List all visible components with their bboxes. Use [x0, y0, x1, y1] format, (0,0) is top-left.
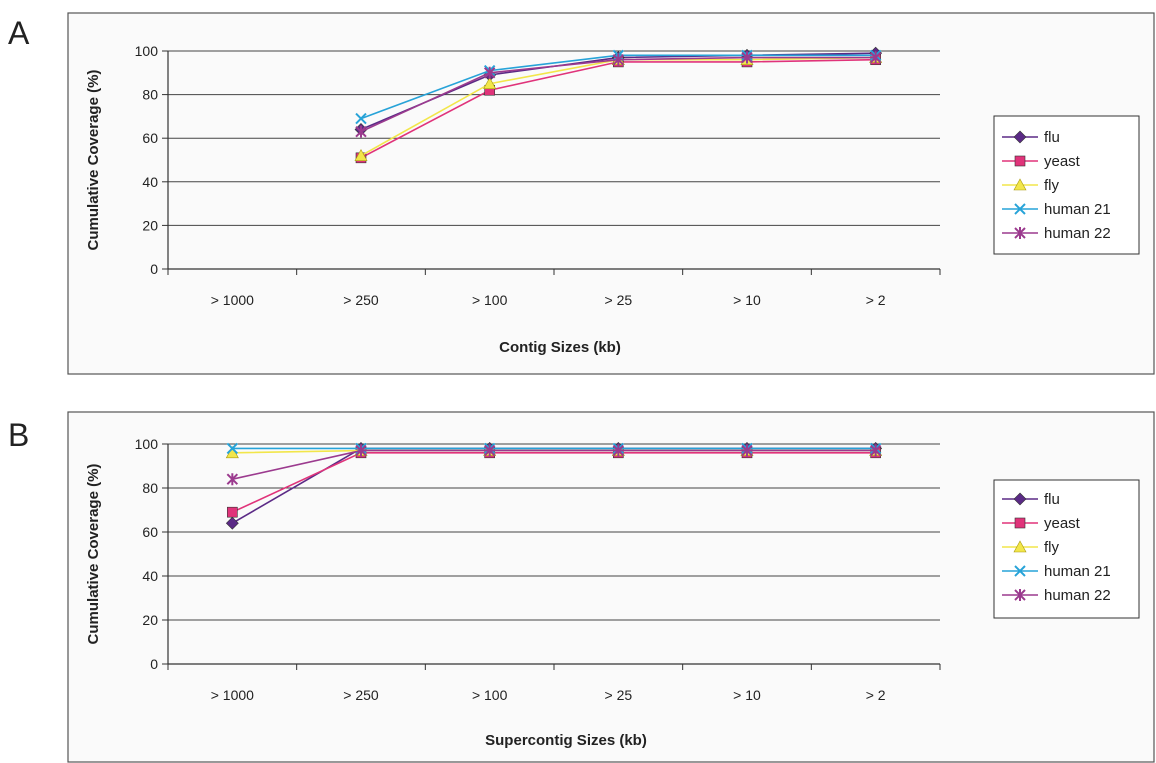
legend-marker — [1014, 589, 1026, 601]
y-axis-label: Cumulative Coverage (%) — [85, 70, 102, 251]
data-point — [483, 77, 497, 89]
data-point — [869, 51, 882, 64]
chart-frame — [67, 12, 1155, 375]
data-point — [226, 442, 239, 455]
legend-marker — [1014, 565, 1026, 577]
data-point — [741, 51, 753, 64]
legend-item-fly: fly — [1002, 539, 1060, 556]
legend-item-flu: flu — [1002, 129, 1060, 146]
panel-letter: B — [8, 417, 29, 453]
legend-label: human 22 — [1044, 587, 1111, 604]
x-tick-label: > 250 — [343, 687, 379, 703]
x-tick-label: > 2 — [866, 292, 886, 308]
data-point — [227, 506, 238, 518]
y-tick-label: 100 — [135, 436, 159, 452]
gridlines — [168, 443, 940, 621]
legend: flu yeast fly human 21 human 22 — [1002, 491, 1111, 604]
legend-marker — [1013, 178, 1027, 191]
y-tick-label: 0 — [150, 656, 158, 672]
series-human-22 — [355, 51, 882, 138]
x-tick-label: > 1000 — [211, 292, 254, 308]
data-point — [225, 516, 239, 530]
gridlines — [168, 50, 940, 226]
x-tick-label: > 250 — [343, 292, 379, 308]
legend-item-fly: fly — [1002, 177, 1060, 194]
y-tick-labels: 0 20 40 60 80 100 — [135, 43, 168, 277]
legend-marker — [1013, 540, 1027, 553]
x-tick-label: > 25 — [605, 292, 633, 308]
legend-item-human-22: human 22 — [1002, 225, 1111, 242]
y-tick-label: 20 — [142, 612, 158, 628]
legend-label: human 21 — [1044, 563, 1111, 580]
legend-marker — [1014, 227, 1026, 239]
y-tick-label: 0 — [150, 261, 158, 277]
y-tick-label: 40 — [142, 568, 158, 584]
legend-label: human 21 — [1044, 201, 1111, 218]
legend-marker — [1013, 130, 1027, 144]
data-point — [355, 112, 367, 125]
x-tick-labels: > 1000 > 250 > 100 > 25 > 10 > 2 — [167, 269, 941, 308]
y-tick-label: 80 — [142, 87, 158, 103]
x-tick-label: > 10 — [733, 687, 761, 703]
legend-label: human 22 — [1044, 225, 1111, 242]
legend-item-human-21: human 21 — [1002, 563, 1111, 580]
x-tick-label: > 100 — [472, 687, 508, 703]
legend: flu yeast fly human 21 human 22 — [1002, 129, 1111, 242]
data-point — [355, 444, 367, 457]
series-human-22 — [226, 444, 882, 486]
chart-frame — [67, 411, 1155, 763]
y-axis-label: Cumulative Coverage (%) — [85, 464, 102, 645]
y-tick-label: 60 — [142, 130, 158, 146]
legend-label: flu — [1044, 491, 1060, 508]
y-tick-label: 80 — [142, 480, 158, 496]
data-point — [355, 125, 367, 138]
y-tick-label: 60 — [142, 524, 158, 540]
legend-label: yeast — [1044, 153, 1081, 170]
series-layer — [354, 46, 883, 164]
x-tick-label: > 1000 — [211, 687, 254, 703]
data-point — [869, 444, 882, 457]
legend-item-human-22: human 22 — [1002, 587, 1111, 604]
legend-item-yeast: yeast — [1002, 515, 1081, 532]
legend-label: flu — [1044, 129, 1060, 146]
data-point — [612, 53, 625, 66]
legend-marker — [1014, 203, 1026, 215]
data-point — [483, 66, 496, 79]
legend-item-human-21: human 21 — [1002, 201, 1111, 218]
y-tick-labels: 0 20 40 60 80 100 — [135, 436, 168, 672]
legend-item-flu: flu — [1002, 491, 1060, 508]
x-axis-label: Contig Sizes (kb) — [499, 339, 621, 356]
panel-letter: A — [8, 15, 30, 51]
data-point — [226, 473, 239, 486]
legend-marker — [1014, 517, 1026, 529]
legend-label: fly — [1044, 177, 1060, 194]
legend-label: fly — [1044, 539, 1060, 556]
x-tick-label: > 25 — [605, 687, 633, 703]
y-tick-label: 100 — [135, 43, 159, 59]
series-line — [231, 451, 876, 513]
y-tick-label: 20 — [142, 217, 158, 233]
legend-label: yeast — [1044, 515, 1081, 532]
series-layer — [225, 441, 883, 530]
data-point — [741, 444, 753, 457]
x-tick-labels: > 1000 > 250 > 100 > 25 > 10 > 2 — [167, 664, 941, 703]
data-point — [612, 444, 625, 457]
data-point — [354, 149, 368, 161]
x-tick-label: > 100 — [472, 292, 508, 308]
legend-item-yeast: yeast — [1002, 153, 1081, 170]
series-line — [232, 449, 876, 480]
x-tick-label: > 2 — [866, 687, 886, 703]
data-point — [483, 444, 496, 457]
y-tick-label: 40 — [142, 174, 158, 190]
x-axis-label: Supercontig Sizes (kb) — [485, 732, 647, 749]
legend-marker — [1013, 492, 1027, 506]
x-tick-label: > 10 — [733, 292, 761, 308]
legend-marker — [1014, 155, 1026, 167]
